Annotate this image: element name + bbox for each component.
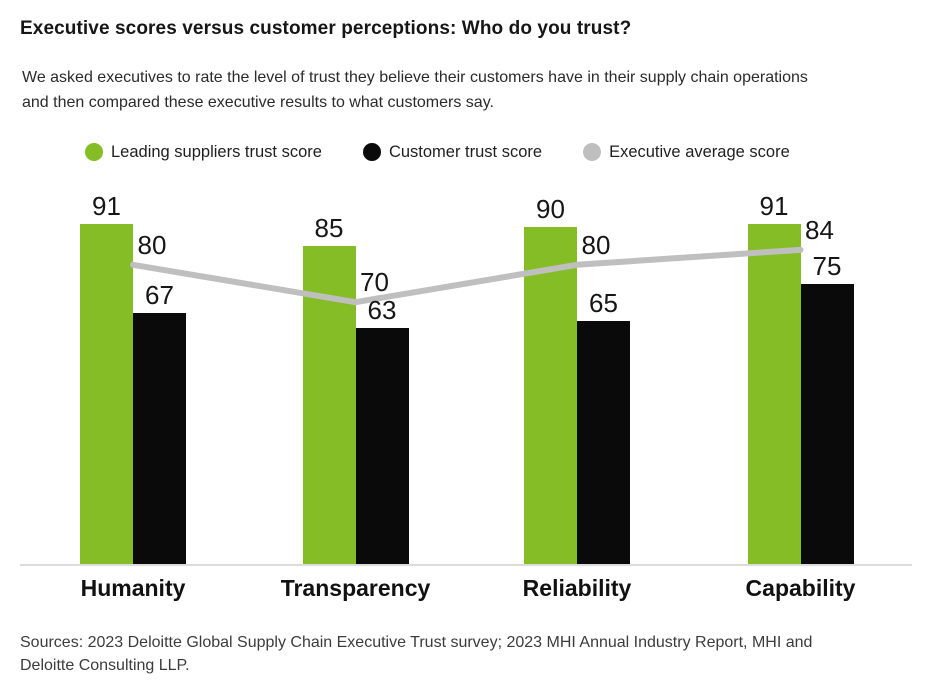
value-label-leading-suppliers: 90 [536,194,565,225]
green-dot-icon [85,143,103,161]
value-label-leading-suppliers: 91 [759,190,789,221]
average-line-path [130,246,804,306]
legend-label-leading-suppliers: Leading suppliers trust score [111,142,322,161]
category-label: Capability [745,575,856,601]
legend-item-leading-suppliers: Leading suppliers trust score [85,143,322,162]
value-label-executive-average: 80 [581,229,611,260]
bar-customer [577,320,630,564]
category-labels: Humanity Transparency Reliability Capabilit… [20,575,912,607]
legend-item-executive-average: Executive average score [583,143,790,162]
category-label: Humanity [80,575,186,601]
gray-dot-icon [583,143,602,161]
value-label-customer: 67 [145,280,174,311]
chart-subtitle: We asked executives to rate the level of… [22,69,808,111]
chart-title: Executive scores versus customer percept… [20,18,632,39]
legend-label-executive-average: Executive average score [609,142,790,161]
value-label-leading-suppliers: 91 [92,190,121,221]
value-label-customer: 75 [812,250,842,281]
value-label-leading-suppliers: 85 [314,213,344,244]
bar-leading-suppliers [302,246,356,564]
bar-customer [800,283,854,564]
bar-leading-suppliers [80,223,133,564]
sources-note: Sources: 2023 Deloitte Global Supply Cha… [20,634,813,674]
legend-item-customer: Customer trust score [362,142,543,162]
category-label: Transparency [280,575,431,601]
report-page: Executive scores versus customer percept… [20,18,912,674]
bar-customer [133,313,186,564]
bar-leading-suppliers [747,223,801,564]
category-label: Reliability [522,575,632,601]
bar-customer [355,328,409,564]
value-label-customer: 65 [589,287,618,318]
plot-area: 91 67 80 85 63 70 90 65 80 91 75 84 [20,190,912,566]
legend-label-customer: Customer trust score [388,142,543,161]
value-label-customer: 63 [367,295,397,326]
legend: Leading suppliers trust score Customer t… [85,142,912,162]
black-dot-icon [362,143,381,161]
value-label-executive-average: 80 [137,229,167,260]
value-label-executive-average: 84 [805,214,834,245]
value-label-executive-average: 70 [360,267,389,298]
bar-leading-suppliers [524,227,577,564]
